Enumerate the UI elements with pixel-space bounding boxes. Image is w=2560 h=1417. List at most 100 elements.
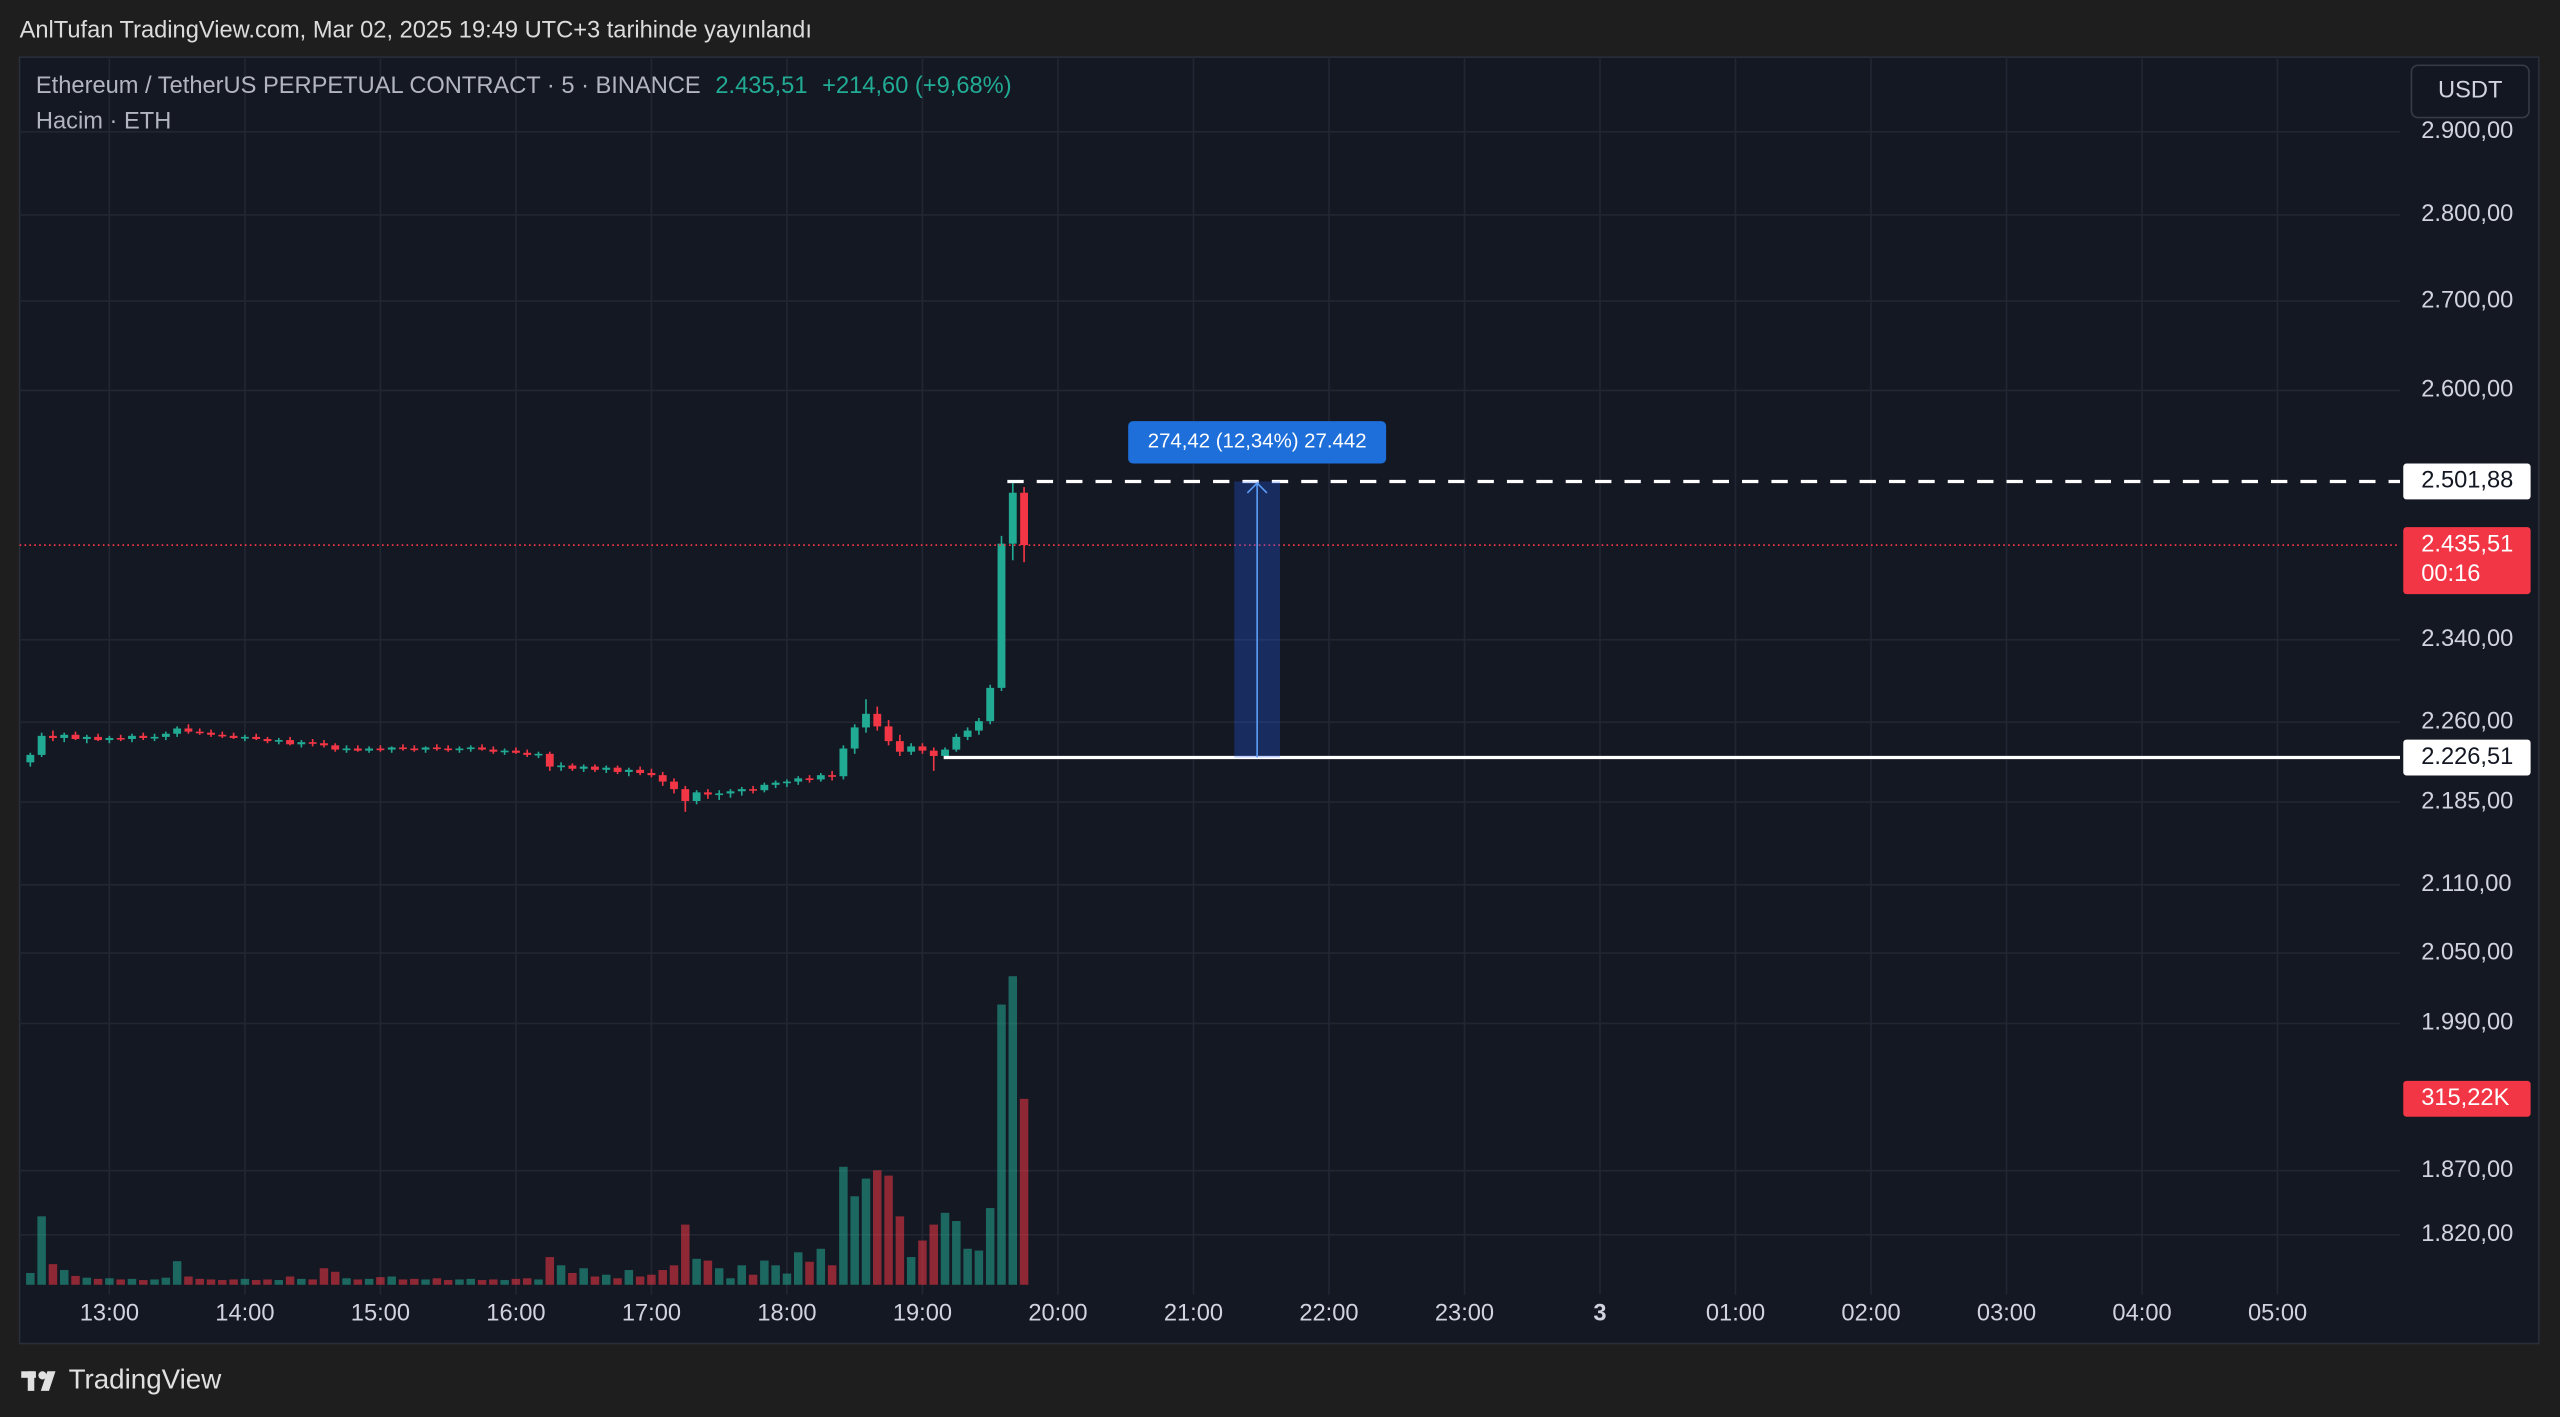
candle-body: [342, 748, 351, 751]
candle-body: [681, 789, 690, 802]
candle-body: [207, 732, 215, 735]
candle-body: [749, 789, 757, 791]
price-line-label: 2.501,88: [2421, 468, 2513, 494]
volume-bar: [48, 1264, 58, 1285]
volume-bar: [161, 1277, 171, 1285]
x-tick-label: 22:00: [1299, 1300, 1358, 1326]
volume-bar: [613, 1278, 622, 1285]
candle-body: [399, 747, 407, 750]
volume-bar: [647, 1274, 656, 1285]
volume-bar: [805, 1261, 814, 1285]
x-tick-label: 23:00: [1435, 1300, 1494, 1326]
x-tick-label: 14:00: [215, 1300, 274, 1326]
x-tick-label: 05:00: [2248, 1300, 2307, 1326]
volume-bar: [635, 1276, 645, 1285]
volume-bar: [500, 1280, 509, 1285]
volume-bar: [37, 1216, 46, 1285]
volume-bar: [1019, 1098, 1029, 1285]
candle-body: [240, 736, 249, 739]
volume-bar: [150, 1279, 159, 1285]
candle-body: [873, 713, 882, 727]
volume-bar: [590, 1276, 600, 1285]
candle-body: [512, 750, 520, 753]
volume-bar: [466, 1278, 475, 1285]
y-tick-label: 1.820,00: [2421, 1221, 2513, 1247]
candle-body: [636, 769, 645, 774]
candle-body: [297, 742, 306, 745]
candle-body: [432, 747, 441, 750]
volume-bar: [240, 1278, 250, 1285]
candle-body: [760, 784, 769, 791]
candle-body: [353, 748, 362, 751]
volume-bar: [376, 1277, 385, 1285]
candle-body: [918, 746, 927, 751]
measure-label-box: [1128, 421, 1387, 464]
publish-title: AnlTufan TradingView.com, Mar 02, 2025 1…: [20, 17, 812, 43]
last-price: 2.435,51: [715, 73, 807, 99]
volume-bar: [737, 1265, 747, 1285]
x-tick-label: 21:00: [1164, 1300, 1223, 1326]
y-tick-label: 2.050,00: [2421, 939, 2513, 965]
y-tick-label: 2.260,00: [2421, 708, 2513, 734]
volume-bar: [285, 1276, 295, 1285]
x-tick-label: 17:00: [622, 1300, 681, 1326]
candle-body: [26, 754, 35, 763]
candle-body: [82, 736, 91, 740]
volume-bar: [940, 1212, 950, 1285]
candle-body: [941, 749, 949, 756]
candle-body: [658, 775, 667, 782]
candle-body: [466, 747, 475, 750]
candle-body: [670, 781, 678, 790]
x-tick-label: 19:00: [893, 1300, 952, 1326]
candle-body: [591, 766, 599, 770]
candle-body: [455, 748, 464, 751]
volume-bar: [139, 1280, 148, 1285]
volume-last-box: [2403, 1080, 2531, 1117]
candle-body: [387, 747, 396, 750]
candle-body: [602, 767, 611, 770]
candle-body: [218, 734, 227, 737]
volume-bar: [195, 1278, 204, 1285]
candle-body: [850, 727, 859, 749]
currency-button[interactable]: [2410, 64, 2530, 119]
candle-body: [647, 773, 656, 776]
candle-body: [308, 742, 317, 744]
volume-bar: [342, 1278, 351, 1285]
volume-legend: Hacim · ETH: [36, 109, 171, 135]
candle-body: [568, 765, 577, 769]
volume-bar: [443, 1280, 453, 1285]
y-tick-label: 2.700,00: [2421, 287, 2513, 313]
candle-body: [500, 750, 509, 753]
volume-bar: [895, 1216, 905, 1285]
y-tick-label: 1.870,00: [2421, 1157, 2513, 1183]
y-tick-label: 2.185,00: [2421, 788, 2513, 814]
candle-body: [929, 750, 938, 756]
volume-bar: [714, 1268, 724, 1285]
volume-bar: [861, 1178, 871, 1285]
x-tick-label: 04:00: [2112, 1300, 2171, 1326]
candle-body: [1008, 492, 1017, 544]
volume-bar: [432, 1278, 442, 1285]
candle-body: [320, 743, 328, 746]
grid: [19, 57, 2400, 1295]
symbol-name: Ethereum / TetherUS PERPETUAL CONTRACT ·…: [36, 73, 701, 99]
volume-bar: [873, 1170, 882, 1285]
chart-pane: [18, 56, 2540, 1345]
volume-bar: [703, 1260, 713, 1285]
volume-bar: [929, 1224, 938, 1285]
volume-bar: [319, 1268, 329, 1285]
candle-body: [895, 741, 904, 752]
candle-body: [410, 748, 419, 751]
x-tick-label: 15:00: [351, 1300, 410, 1326]
currency-label[interactable]: USDT: [2438, 78, 2502, 104]
volume-bar: [71, 1275, 80, 1285]
volume-bar: [218, 1280, 227, 1285]
candle-body: [884, 726, 893, 742]
candle-body: [161, 733, 170, 737]
volume-bar: [308, 1279, 317, 1285]
x-tick-label: 3: [1593, 1300, 1606, 1326]
candle-body: [534, 753, 543, 756]
x-tick-label: 20:00: [1028, 1300, 1087, 1326]
volume-bar: [545, 1257, 555, 1285]
